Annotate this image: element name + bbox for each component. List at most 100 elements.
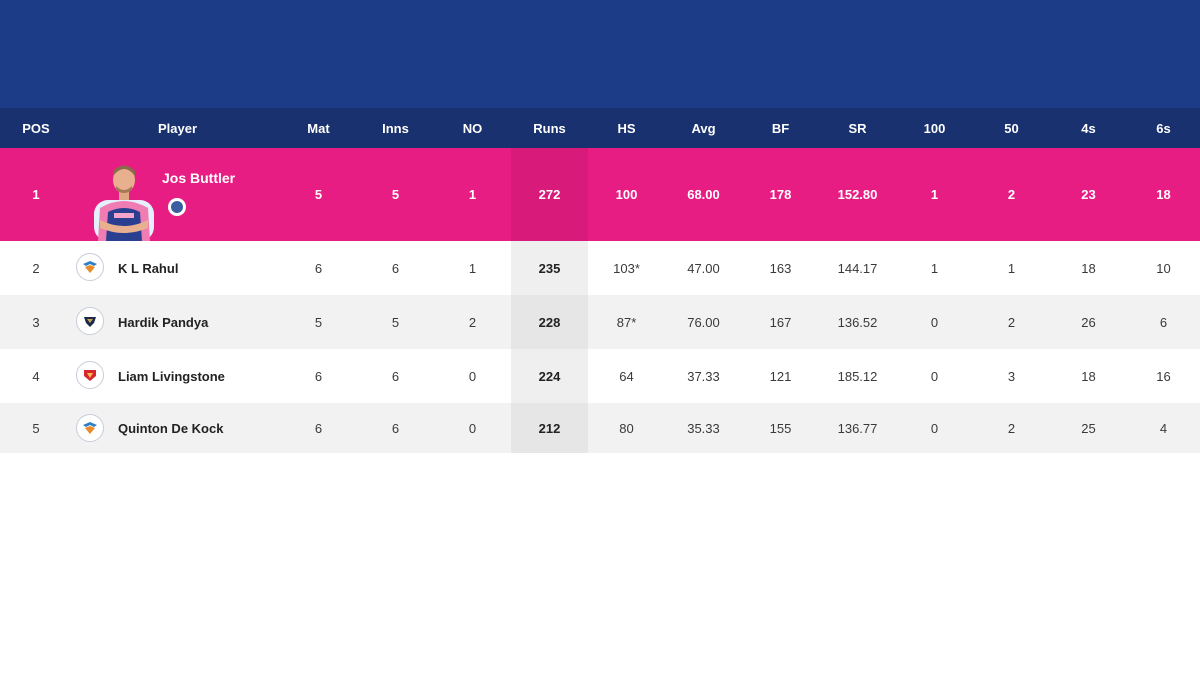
bf-cell: 155 bbox=[769, 420, 792, 436]
avg-cell: 35.33 bbox=[687, 420, 720, 436]
fifties-cell: 1 bbox=[1007, 260, 1016, 276]
lucknow-super-giants-logo-icon bbox=[76, 253, 104, 281]
col-header-hs[interactable]: HS bbox=[617, 120, 636, 136]
player-name[interactable]: Hardik Pandya bbox=[118, 314, 209, 330]
sr-cell: 185.12 bbox=[837, 368, 878, 384]
col-header-4s[interactable]: 4s bbox=[1081, 120, 1096, 136]
no-cell: 0 bbox=[468, 420, 477, 436]
sr-cell: 136.77 bbox=[837, 420, 878, 436]
no-cell: 2 bbox=[468, 314, 477, 330]
no-cell: 1 bbox=[468, 187, 477, 202]
table-row[interactable]: 5 Quinton De Kock 6 6 0 212 80 35.33 155… bbox=[0, 403, 1200, 453]
mat-cell: 5 bbox=[314, 187, 323, 202]
runs-cell: 235 bbox=[538, 260, 561, 276]
col-header-bf[interactable]: BF bbox=[771, 120, 790, 136]
pos-cell: 3 bbox=[32, 314, 40, 330]
fifties-cell: 2 bbox=[1007, 187, 1016, 202]
hundreds-cell: 0 bbox=[930, 420, 939, 436]
pos-cell: 2 bbox=[32, 260, 40, 276]
fours-cell: 23 bbox=[1081, 187, 1096, 202]
inns-cell: 6 bbox=[391, 420, 400, 436]
rajasthan-royals-badge-icon bbox=[168, 198, 186, 216]
inns-cell: 6 bbox=[391, 260, 400, 276]
fifties-cell: 3 bbox=[1007, 368, 1016, 384]
col-header-50[interactable]: 50 bbox=[1004, 120, 1019, 136]
runs-column-highlight bbox=[511, 349, 588, 403]
fours-cell: 18 bbox=[1081, 368, 1096, 384]
fours-cell: 26 bbox=[1081, 314, 1096, 330]
sixes-cell: 18 bbox=[1156, 187, 1171, 202]
fifties-cell: 2 bbox=[1007, 420, 1016, 436]
bf-cell: 167 bbox=[769, 314, 792, 330]
inns-cell: 5 bbox=[391, 314, 400, 330]
hundreds-cell: 0 bbox=[930, 368, 939, 384]
sixes-cell: 16 bbox=[1156, 368, 1171, 384]
hs-cell: 100 bbox=[615, 187, 638, 202]
table-row[interactable]: 4 Liam Livingstone 6 6 0 224 64 37.33 12… bbox=[0, 349, 1200, 403]
avg-cell: 37.33 bbox=[687, 368, 720, 384]
avg-cell: 47.00 bbox=[687, 260, 720, 276]
hundreds-cell: 0 bbox=[930, 314, 939, 330]
runs-cell: 212 bbox=[538, 420, 561, 436]
col-header-sr[interactable]: SR bbox=[848, 120, 867, 136]
sixes-cell: 4 bbox=[1159, 420, 1168, 436]
col-header-runs[interactable]: Runs bbox=[533, 120, 566, 136]
hundreds-cell: 1 bbox=[930, 260, 939, 276]
pos-cell: 5 bbox=[32, 420, 40, 436]
col-header-avg[interactable]: Avg bbox=[691, 120, 716, 136]
top-banner bbox=[0, 0, 1200, 108]
lucknow-super-giants-logo-icon bbox=[76, 414, 104, 442]
mat-cell: 6 bbox=[314, 260, 323, 276]
inns-cell: 6 bbox=[391, 368, 400, 384]
gujarat-titans-logo-icon bbox=[76, 307, 104, 335]
col-header-100[interactable]: 100 bbox=[923, 120, 946, 136]
sixes-cell: 6 bbox=[1159, 314, 1168, 330]
mat-cell: 6 bbox=[314, 420, 323, 436]
player-name[interactable]: K L Rahul bbox=[118, 260, 179, 276]
col-header-no[interactable]: NO bbox=[462, 120, 483, 136]
col-header-player[interactable]: Player bbox=[157, 120, 198, 136]
table-header-row: POS Player Mat Inns NO Runs HS Avg BF SR… bbox=[0, 108, 1200, 148]
runs-column-highlight bbox=[511, 403, 588, 453]
mat-cell: 5 bbox=[314, 314, 323, 330]
sr-cell: 144.17 bbox=[837, 260, 878, 276]
runs-column-highlight bbox=[511, 295, 588, 349]
hs-cell: 103* bbox=[613, 260, 640, 276]
punjab-kings-logo-icon bbox=[76, 361, 104, 389]
hundreds-cell: 1 bbox=[930, 187, 939, 202]
player-name[interactable]: Liam Livingstone bbox=[118, 368, 225, 384]
runs-column-highlight bbox=[511, 241, 588, 295]
hs-cell: 80 bbox=[619, 420, 634, 436]
table-row[interactable]: 2 K L Rahul 6 6 1 235 103* 47.00 163 144… bbox=[0, 241, 1200, 295]
hs-cell: 64 bbox=[619, 368, 634, 384]
bf-cell: 178 bbox=[769, 187, 792, 202]
inns-cell: 5 bbox=[391, 187, 400, 202]
pos-cell: 4 bbox=[32, 368, 40, 384]
runs-column-highlight bbox=[511, 148, 588, 241]
leader-row[interactable]: 1 Jos Buttler 5 5 1 272 100 68.00 178 15… bbox=[0, 148, 1200, 241]
runs-cell: 272 bbox=[538, 187, 561, 202]
fifties-cell: 2 bbox=[1007, 314, 1016, 330]
bf-cell: 163 bbox=[769, 260, 792, 276]
avg-cell: 76.00 bbox=[687, 314, 720, 330]
hs-cell: 87* bbox=[616, 314, 637, 330]
leader-player-name[interactable]: Jos Buttler bbox=[162, 170, 236, 186]
runs-cell: 224 bbox=[538, 368, 561, 384]
pos-cell: 1 bbox=[32, 187, 40, 202]
bf-cell: 121 bbox=[769, 368, 792, 384]
fours-cell: 18 bbox=[1081, 260, 1096, 276]
fours-cell: 25 bbox=[1081, 420, 1096, 436]
col-header-6s[interactable]: 6s bbox=[1156, 120, 1171, 136]
table-row[interactable]: 3 Hardik Pandya 5 5 2 228 87* 76.00 167 … bbox=[0, 295, 1200, 349]
col-header-mat[interactable]: Mat bbox=[307, 120, 330, 136]
player-name[interactable]: Quinton De Kock bbox=[118, 420, 224, 436]
no-cell: 1 bbox=[468, 260, 477, 276]
runs-cell: 228 bbox=[538, 314, 561, 330]
col-header-inns[interactable]: Inns bbox=[382, 120, 409, 136]
mat-cell: 6 bbox=[314, 368, 323, 384]
avg-cell: 68.00 bbox=[687, 187, 720, 202]
sr-cell: 152.80 bbox=[837, 187, 878, 202]
sixes-cell: 10 bbox=[1156, 260, 1171, 276]
no-cell: 0 bbox=[468, 368, 477, 384]
col-header-pos[interactable]: POS bbox=[22, 120, 50, 136]
